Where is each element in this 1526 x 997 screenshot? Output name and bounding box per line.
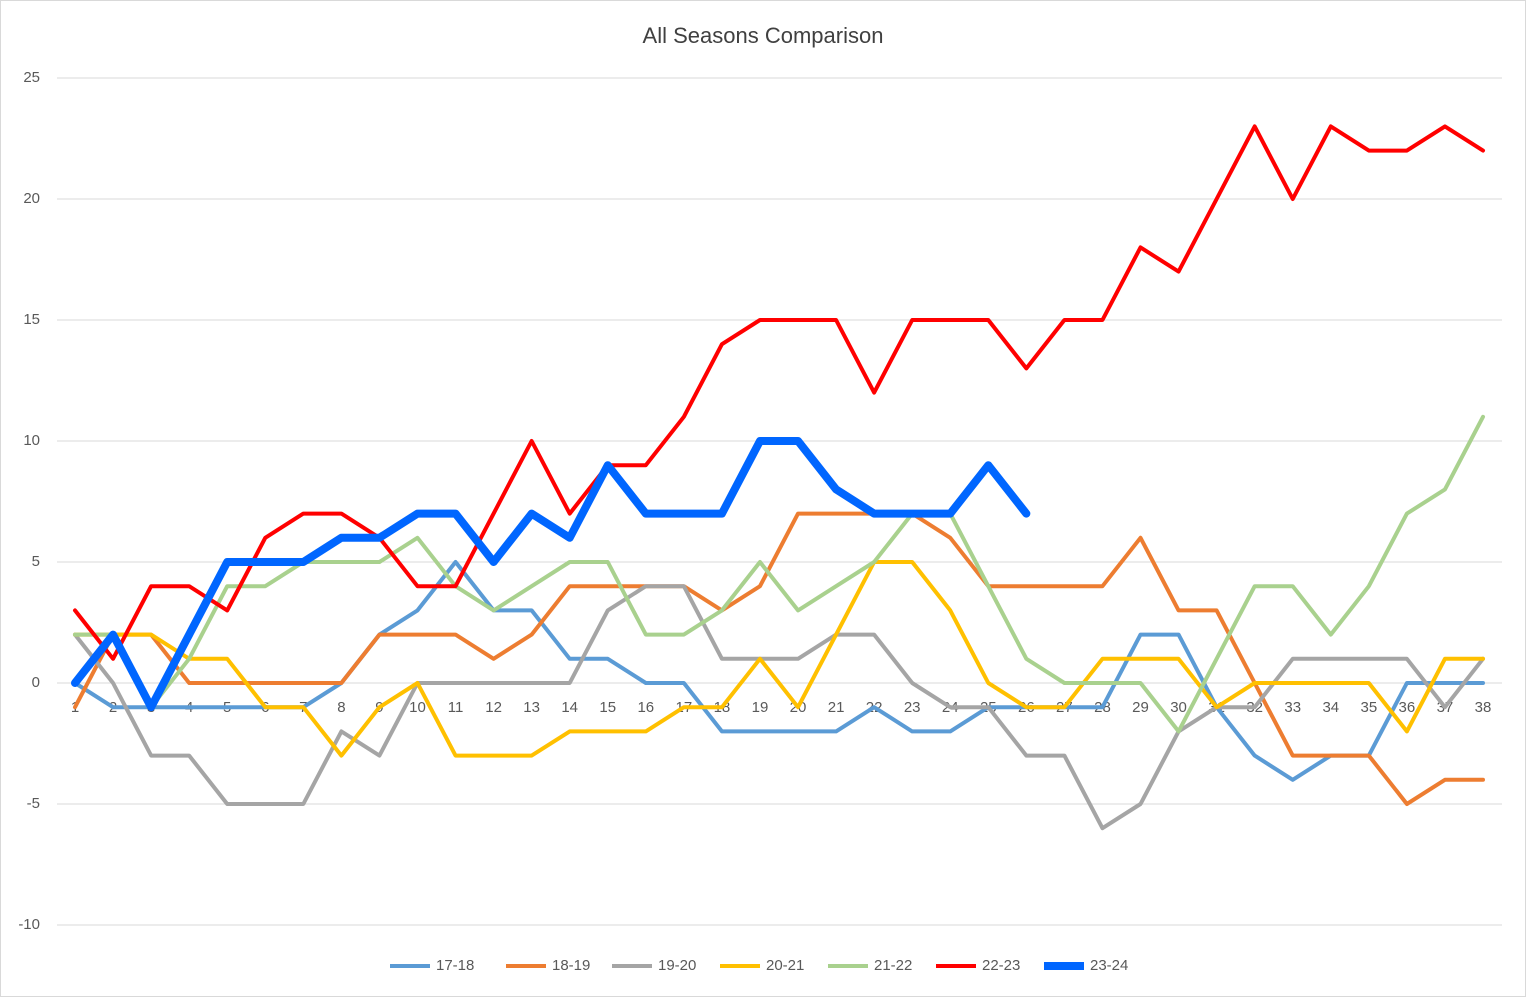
y-tick-label: 20 xyxy=(23,190,40,207)
legend-label: 22-23 xyxy=(982,957,1020,974)
x-tick-label: 13 xyxy=(523,699,540,716)
y-tick-label: 25 xyxy=(23,69,40,86)
x-tick-label: 35 xyxy=(1360,699,1377,716)
y-tick-label: 5 xyxy=(32,553,40,570)
legend-label: 20-21 xyxy=(766,957,804,974)
x-tick-label: 14 xyxy=(561,699,578,716)
x-tick-label: 16 xyxy=(637,699,654,716)
x-tick-label: 19 xyxy=(752,699,769,716)
legend-label: 18-19 xyxy=(552,957,590,974)
y-tick-label: 15 xyxy=(23,311,40,328)
x-tick-label: 15 xyxy=(599,699,616,716)
x-tick-label: 11 xyxy=(448,699,464,716)
series-line xyxy=(73,584,1485,831)
x-tick-label: 33 xyxy=(1284,699,1301,716)
legend-label: 21-22 xyxy=(874,957,912,974)
legend-label: 19-20 xyxy=(658,957,696,974)
series-line xyxy=(71,437,1031,712)
x-tick-label: 38 xyxy=(1475,699,1492,716)
x-tick-label: 29 xyxy=(1132,699,1149,716)
x-tick-label: 23 xyxy=(904,699,921,716)
legend-label: 17-18 xyxy=(436,957,474,974)
x-tick-label: 21 xyxy=(828,699,845,716)
series-line xyxy=(73,511,1485,806)
y-tick-label: 0 xyxy=(32,674,40,691)
x-tick-label: 34 xyxy=(1322,699,1339,716)
y-tick-label: 10 xyxy=(23,432,40,449)
x-tick-label: 30 xyxy=(1170,699,1187,716)
series-line xyxy=(73,560,1485,782)
chart-title: All Seasons Comparison xyxy=(643,23,884,48)
legend-label: 23-24 xyxy=(1090,957,1128,974)
series-line xyxy=(73,560,1485,758)
x-tick-label: 36 xyxy=(1399,699,1416,716)
x-tick-label: 8 xyxy=(337,699,345,716)
x-tick-label: 12 xyxy=(485,699,502,716)
x-tick-label: 10 xyxy=(409,699,426,716)
y-tick-label: -10 xyxy=(18,916,40,933)
series-line xyxy=(73,124,1485,661)
y-tick-label: -5 xyxy=(27,795,40,812)
